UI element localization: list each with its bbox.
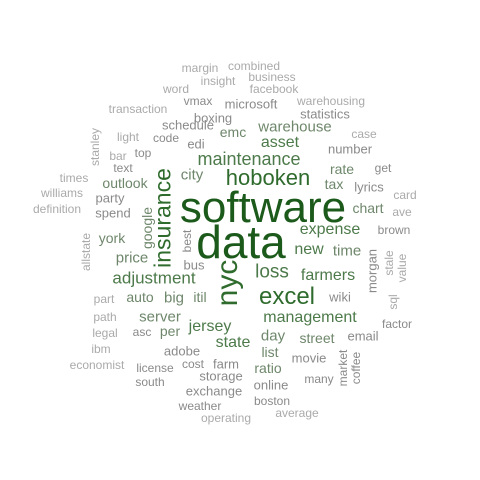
- cloud-word: ave: [392, 206, 411, 218]
- cloud-word: storage: [199, 370, 242, 383]
- cloud-word: data: [196, 219, 286, 265]
- cloud-word: statistics: [300, 108, 350, 121]
- cloud-word: bar: [109, 150, 126, 162]
- cloud-word: market: [337, 350, 349, 387]
- cloud-word: south: [135, 376, 164, 388]
- cloud-word: rate: [330, 162, 354, 176]
- cloud-word: itil: [193, 290, 206, 304]
- cloud-word: excel: [259, 285, 315, 309]
- cloud-word: top: [135, 147, 152, 159]
- cloud-word: value: [396, 254, 408, 283]
- cloud-word: emc: [220, 125, 246, 139]
- cloud-word: stanley: [89, 128, 101, 166]
- cloud-word: brown: [378, 224, 411, 236]
- cloud-word: big: [164, 291, 184, 306]
- cloud-word: york: [99, 231, 125, 245]
- cloud-word: code: [153, 132, 179, 144]
- cloud-word: time: [333, 244, 361, 259]
- cloud-word: warehouse: [258, 120, 331, 135]
- cloud-word: exchange: [186, 385, 242, 398]
- cloud-word: lyrics: [354, 181, 384, 194]
- cloud-word: tax: [325, 177, 344, 191]
- cloud-word: sql: [387, 294, 399, 309]
- cloud-word: williams: [41, 187, 83, 199]
- cloud-word: outlook: [102, 176, 147, 190]
- cloud-word: morgan: [366, 249, 379, 293]
- cloud-word: number: [328, 143, 372, 156]
- cloud-word: combined: [228, 60, 280, 72]
- cloud-word: street: [299, 331, 334, 345]
- cloud-word: nyc: [213, 260, 243, 307]
- cloud-word: cost: [182, 358, 204, 370]
- cloud-word: spend: [95, 207, 130, 220]
- cloud-word: edi: [187, 138, 204, 151]
- cloud-word: light: [117, 131, 139, 143]
- cloud-word: email: [347, 330, 378, 343]
- cloud-word: text: [113, 162, 132, 174]
- cloud-word: party: [96, 192, 125, 205]
- cloud-word: google: [140, 207, 154, 249]
- cloud-word: day: [261, 329, 285, 344]
- cloud-word: license: [136, 362, 173, 374]
- cloud-word: times: [60, 172, 89, 184]
- cloud-word: factor: [382, 318, 412, 330]
- cloud-word: case: [351, 128, 376, 140]
- cloud-word: stale: [383, 250, 395, 275]
- cloud-word: bus: [184, 259, 205, 272]
- cloud-word: warehousing: [297, 95, 365, 107]
- cloud-word: word: [163, 83, 189, 95]
- cloud-word: state: [216, 335, 251, 351]
- cloud-word: many: [304, 373, 333, 385]
- cloud-word: loss: [255, 263, 289, 282]
- cloud-word: new: [294, 242, 323, 258]
- cloud-word: average: [275, 407, 318, 419]
- cloud-word: wiki: [329, 291, 351, 304]
- cloud-word: jersey: [189, 319, 232, 335]
- cloud-word: expense: [300, 222, 361, 238]
- cloud-word: margin: [182, 62, 219, 74]
- cloud-word: chart: [352, 201, 383, 215]
- cloud-word: management: [263, 310, 356, 326]
- cloud-word: per: [160, 324, 180, 338]
- cloud-word: asset: [261, 135, 299, 151]
- cloud-word: adobe: [164, 345, 200, 358]
- cloud-word: list: [261, 345, 278, 359]
- cloud-word: maintenance: [197, 150, 300, 168]
- cloud-word: ibm: [91, 343, 110, 355]
- cloud-word: movie: [292, 352, 327, 365]
- cloud-word: hoboken: [226, 167, 310, 189]
- cloud-word: farmers: [301, 268, 355, 284]
- cloud-word: legal: [92, 327, 117, 339]
- cloud-word: definition: [33, 203, 81, 215]
- cloud-word: allstate: [80, 233, 92, 271]
- cloud-word: city: [181, 168, 204, 183]
- cloud-word: ratio: [254, 361, 281, 375]
- cloud-word: facebook: [250, 83, 299, 95]
- cloud-word: online: [254, 379, 289, 392]
- cloud-word: transaction: [109, 103, 168, 115]
- cloud-word: asc: [133, 326, 152, 338]
- cloud-word: card: [393, 189, 416, 201]
- cloud-word: coffee: [350, 352, 362, 384]
- cloud-word: schedule: [162, 119, 214, 132]
- cloud-word: get: [375, 162, 392, 174]
- cloud-word: microsoft: [225, 98, 278, 111]
- cloud-word: operating: [201, 412, 251, 424]
- cloud-word: economist: [70, 359, 125, 371]
- cloud-word: insight: [201, 75, 236, 87]
- cloud-word: best: [181, 230, 193, 253]
- cloud-word: vmax: [184, 95, 213, 107]
- cloud-word: price: [116, 251, 149, 266]
- cloud-word: path: [93, 311, 116, 323]
- cloud-word: auto: [126, 290, 153, 304]
- cloud-word: part: [94, 293, 115, 305]
